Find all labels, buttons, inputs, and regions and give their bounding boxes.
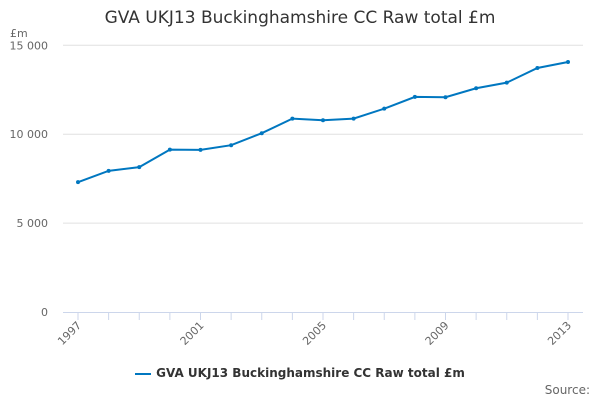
legend-swatch — [135, 372, 152, 375]
chart-title: GVA UKJ13 Buckinghamshire CC Raw total £… — [104, 8, 496, 28]
data-point — [259, 131, 264, 136]
data-point — [137, 165, 142, 170]
data-point — [382, 106, 387, 111]
x-tick-label: 2013 — [545, 319, 574, 348]
y-tick-label: 0 — [41, 306, 48, 319]
y-tick-label: 10 000 — [10, 128, 49, 141]
y-tick-label: 5 000 — [17, 217, 49, 230]
data-point — [198, 147, 203, 152]
data-point — [321, 118, 325, 123]
data-point — [106, 168, 111, 173]
data-point — [351, 116, 356, 121]
source-label: Source: — [544, 383, 590, 397]
x-tick-label: 2009 — [423, 319, 452, 348]
data-point — [290, 116, 295, 121]
data-point — [443, 95, 448, 100]
data-point — [229, 143, 234, 148]
legend[interactable]: GVA UKJ13 Buckinghamshire CC Raw total £… — [0, 366, 600, 380]
data-point — [566, 59, 570, 64]
y-tick-label: 15 000 — [10, 39, 49, 52]
data-point — [504, 80, 509, 85]
data-point — [167, 147, 172, 152]
x-tick-label: 2001 — [178, 319, 207, 348]
x-tick-label: 2005 — [300, 319, 329, 348]
data-point — [76, 180, 80, 185]
data-point — [412, 94, 417, 99]
y-axis-unit: £m — [10, 27, 28, 40]
legend-label: GVA UKJ13 Buckinghamshire CC Raw total £… — [156, 366, 465, 380]
data-point — [474, 86, 479, 91]
data-point — [535, 65, 540, 70]
x-tick-label: 1997 — [55, 319, 84, 348]
